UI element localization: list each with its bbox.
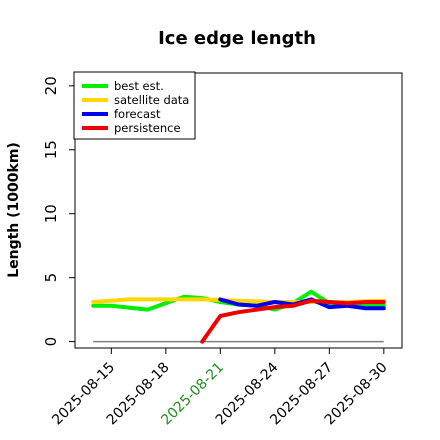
legend-label: persistence bbox=[114, 121, 181, 135]
chart-title: Ice edge length bbox=[158, 28, 316, 49]
legend-label: forecast bbox=[114, 107, 161, 121]
plot-frame bbox=[74, 72, 403, 349]
legend-label: best est. bbox=[114, 79, 164, 93]
legend: best est.satellite dataforecastpersisten… bbox=[73, 71, 196, 140]
y-axis: 0 5 10 15 20 bbox=[42, 76, 75, 346]
y-tick-label: 15 bbox=[42, 140, 60, 159]
y-tick-label: 0 bbox=[42, 337, 60, 347]
series-line-persistence bbox=[200, 298, 386, 344]
plot-area bbox=[91, 289, 386, 344]
y-tick-label: 5 bbox=[42, 273, 60, 283]
y-tick-label: 10 bbox=[42, 204, 60, 223]
x-axis: 2025-08-152025-08-182025-08-212025-08-24… bbox=[49, 348, 391, 428]
y-tick-label: 20 bbox=[42, 76, 60, 95]
legend-label: satellite data bbox=[114, 93, 189, 107]
y-axis-label: Length (1000km) bbox=[6, 142, 22, 278]
